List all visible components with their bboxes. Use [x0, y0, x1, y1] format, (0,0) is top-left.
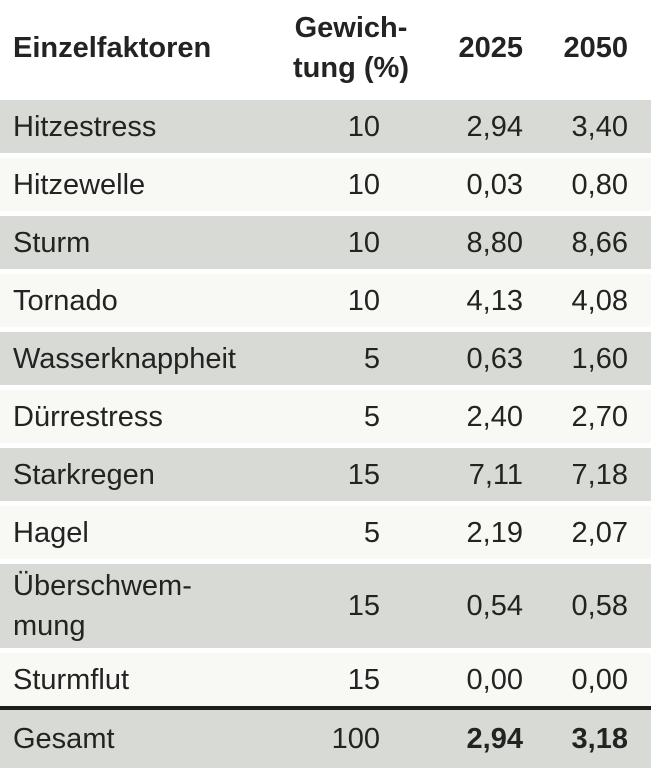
factor-cell: Hagel	[0, 501, 265, 562]
table-row-starkregen: Starkregen 15 7,11 7,18	[0, 443, 651, 504]
weight-cell: 5	[265, 327, 437, 388]
weight-cell: 10	[265, 153, 437, 214]
value-2050-cell: 4,08	[525, 269, 651, 330]
col-header-2025: 2025	[437, 0, 525, 98]
weight-cell: 15	[265, 443, 437, 504]
factor-cell: Dürrestress	[0, 385, 265, 446]
factor-cell: Tornado	[0, 269, 265, 330]
total-2050-cell: 3,18	[525, 706, 651, 768]
total-weight-cell: 100	[265, 706, 437, 768]
table-row-hagel: Hagel 5 2,19 2,07	[0, 501, 651, 562]
value-2050-cell: 0,00	[525, 648, 651, 708]
factor-cell: Hitzestress	[0, 95, 265, 156]
factor-cell: Sturmflut	[0, 648, 265, 708]
value-2050-cell: 0,58	[525, 559, 651, 651]
weight-cell: 10	[265, 95, 437, 156]
factor-cell: Wasserknappheit	[0, 327, 265, 388]
factor-cell: Hitzewelle	[0, 153, 265, 214]
value-2025-cell: 4,13	[437, 269, 525, 330]
table-row-wasserknappheit: Wasserknappheit 5 0,63 1,60	[0, 327, 651, 388]
col-header-gewichtung: Gewich- tung (%)	[265, 0, 437, 98]
col-header-2050: 2050	[525, 0, 651, 98]
table-row-tornado: Tornado 10 4,13 4,08	[0, 269, 651, 330]
header-row: Einzelfaktoren Gewich- tung (%) 2025 205…	[0, 0, 651, 98]
weight-cell: 15	[265, 559, 437, 651]
weight-cell: 10	[265, 211, 437, 272]
weight-cell: 5	[265, 385, 437, 446]
value-2050-cell: 0,80	[525, 153, 651, 214]
weight-cell: 10	[265, 269, 437, 330]
table-row-ueberschwemmung: Überschwem- mung 15 0,54 0,58	[0, 559, 651, 651]
value-2050-cell: 1,60	[525, 327, 651, 388]
value-2025-cell: 2,19	[437, 501, 525, 562]
value-2050-cell: 8,66	[525, 211, 651, 272]
total-row-gesamt: Gesamt 100 2,94 3,18	[0, 706, 651, 768]
total-label-cell: Gesamt	[0, 706, 265, 768]
total-2025-cell: 2,94	[437, 706, 525, 768]
table-row-sturmflut: Sturmflut 15 0,00 0,00	[0, 648, 651, 708]
value-2025-cell: 2,94	[437, 95, 525, 156]
factor-cell: Starkregen	[0, 443, 265, 504]
value-2050-cell: 7,18	[525, 443, 651, 504]
table-row-sturm: Sturm 10 8,80 8,66	[0, 211, 651, 272]
factor-cell: Überschwem- mung	[0, 559, 265, 651]
value-2050-cell: 2,70	[525, 385, 651, 446]
table-row-hitzestress: Hitzestress 10 2,94 3,40	[0, 95, 651, 156]
factor-cell: Sturm	[0, 211, 265, 272]
value-2025-cell: 0,00	[437, 648, 525, 708]
value-2025-cell: 0,63	[437, 327, 525, 388]
value-2025-cell: 2,40	[437, 385, 525, 446]
table-row-hitzewelle: Hitzewelle 10 0,03 0,80	[0, 153, 651, 214]
weight-cell: 15	[265, 648, 437, 708]
col-header-einzelfaktoren: Einzelfaktoren	[0, 0, 265, 98]
table-row-duerrestress: Dürrestress 5 2,40 2,70	[0, 385, 651, 446]
value-2025-cell: 7,11	[437, 443, 525, 504]
value-2050-cell: 2,07	[525, 501, 651, 562]
weight-cell: 5	[265, 501, 437, 562]
value-2025-cell: 0,03	[437, 153, 525, 214]
value-2025-cell: 8,80	[437, 211, 525, 272]
value-2050-cell: 3,40	[525, 95, 651, 156]
value-2025-cell: 0,54	[437, 559, 525, 651]
